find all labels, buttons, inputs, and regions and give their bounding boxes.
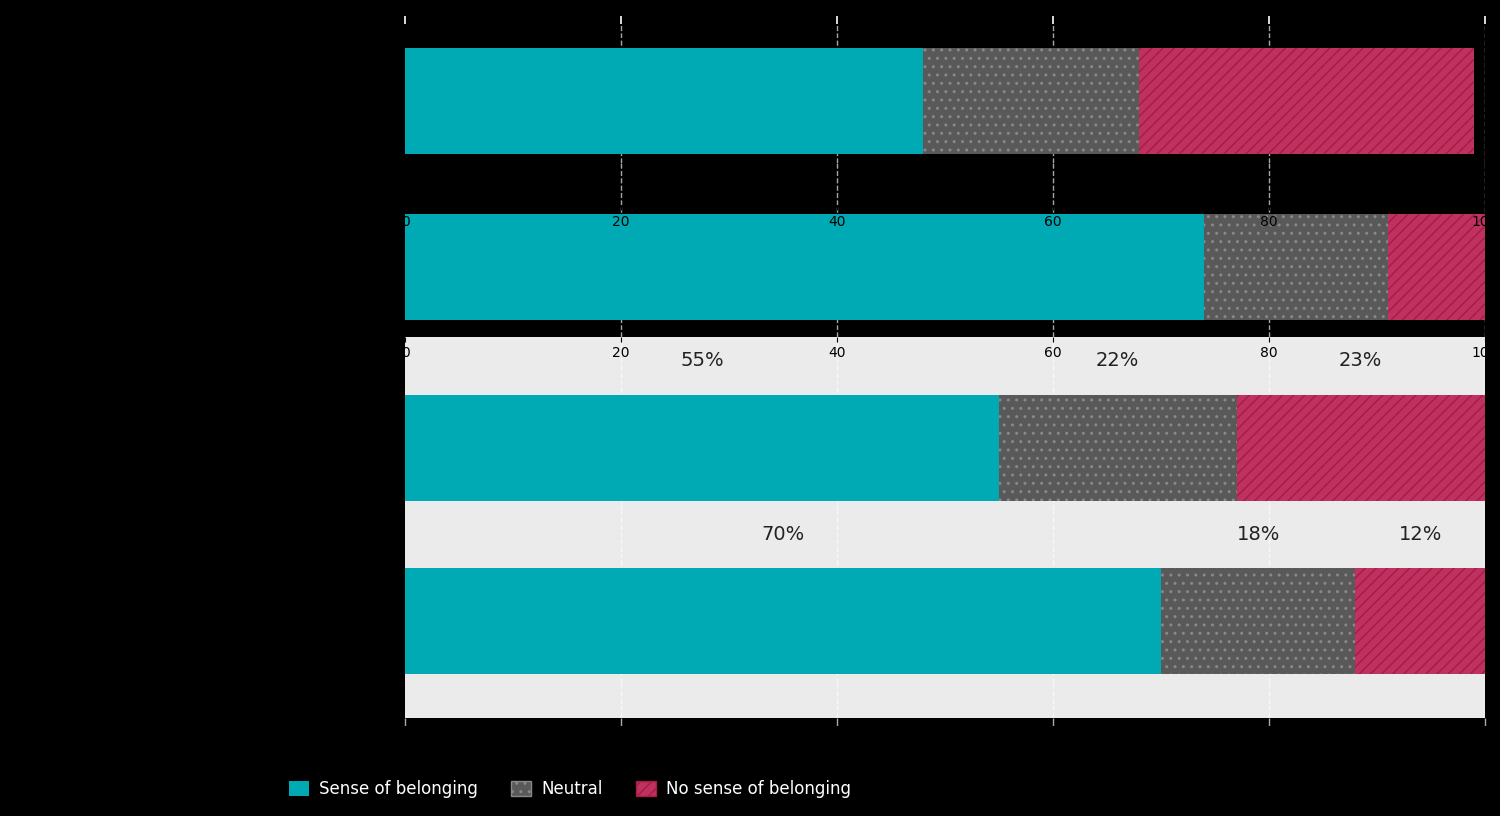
Legend: Sense of belonging, Neutral, No sense of belonging: Sense of belonging, Neutral, No sense of… — [290, 780, 850, 798]
Bar — [924, 47, 1140, 154]
Bar — [1388, 214, 1485, 321]
Text: 55%: 55% — [680, 352, 724, 370]
Text: 12%: 12% — [1398, 525, 1441, 543]
Bar — [1161, 568, 1356, 674]
Bar — [405, 47, 924, 154]
Bar — [405, 394, 999, 501]
Bar — [405, 214, 1204, 321]
Text: 18%: 18% — [1236, 525, 1280, 543]
Bar — [1204, 214, 1388, 321]
Bar — [405, 568, 1161, 674]
Bar — [1140, 47, 1474, 154]
Bar — [999, 394, 1236, 501]
Text: 70%: 70% — [762, 525, 804, 543]
Bar — [1356, 568, 1485, 674]
Text: 23%: 23% — [1340, 352, 1383, 370]
Bar — [1236, 394, 1485, 501]
Text: 22%: 22% — [1096, 352, 1140, 370]
